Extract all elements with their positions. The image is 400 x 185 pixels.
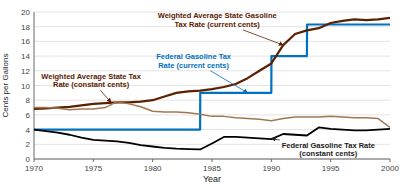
annotation-arrow bbox=[100, 90, 111, 102]
y-axis bbox=[34, 12, 35, 159]
series-line bbox=[34, 127, 390, 149]
annotation: Federal Gasoline TaxRate (current cents) bbox=[156, 52, 232, 70]
y-tick-label: 16 bbox=[21, 37, 30, 46]
series-line bbox=[34, 18, 390, 109]
y-tick-label: 2 bbox=[26, 140, 31, 149]
y-tick-label: 6 bbox=[26, 111, 31, 120]
annotation: Weighted Average State GasolineTax Rate … bbox=[158, 11, 277, 29]
y-tick-label: 18 bbox=[21, 23, 30, 32]
annotation: Weighted Average State TaxRate (constant… bbox=[41, 72, 141, 90]
annotation-arrow bbox=[243, 30, 283, 45]
x-tick-label: 1970 bbox=[25, 164, 43, 173]
y-axis-label: Cents per Gallons bbox=[1, 53, 10, 117]
x-axis bbox=[34, 159, 390, 160]
grid-line bbox=[34, 100, 390, 101]
x-tick-label: 2000 bbox=[381, 164, 399, 173]
x-tick-label: 1990 bbox=[262, 164, 280, 173]
annotation: Federal Gasoline Tax Rate(constant cents… bbox=[282, 141, 375, 159]
y-tick-label: 14 bbox=[21, 52, 30, 61]
grid bbox=[34, 12, 390, 159]
grid-line bbox=[34, 159, 390, 160]
y-tick-label: 10 bbox=[21, 82, 30, 91]
x-tick-label: 1985 bbox=[203, 164, 221, 173]
series-line bbox=[34, 25, 390, 130]
annotation-arrow bbox=[210, 71, 247, 93]
x-tick-label: 1980 bbox=[144, 164, 162, 173]
grid-line bbox=[34, 41, 390, 42]
x-tick-label: 1995 bbox=[322, 164, 340, 173]
lines bbox=[34, 18, 390, 150]
y-tick-label: 8 bbox=[26, 96, 31, 105]
y-tick-label: 20 bbox=[21, 8, 30, 17]
x-axis-label: Year bbox=[203, 174, 221, 184]
chart: 0 2 4 6 8 10 12 14 16 18 20 1970 1975 1980 1985 1990 199… bbox=[0, 0, 400, 185]
annotation-arrow bbox=[271, 138, 279, 140]
x-tick-label: 1975 bbox=[84, 164, 102, 173]
y-tick-label: 0 bbox=[26, 155, 31, 164]
y-tick-label: 4 bbox=[26, 126, 31, 135]
series-line bbox=[34, 102, 390, 128]
y-tick-label: 12 bbox=[21, 67, 30, 76]
grid-line bbox=[34, 114, 390, 115]
